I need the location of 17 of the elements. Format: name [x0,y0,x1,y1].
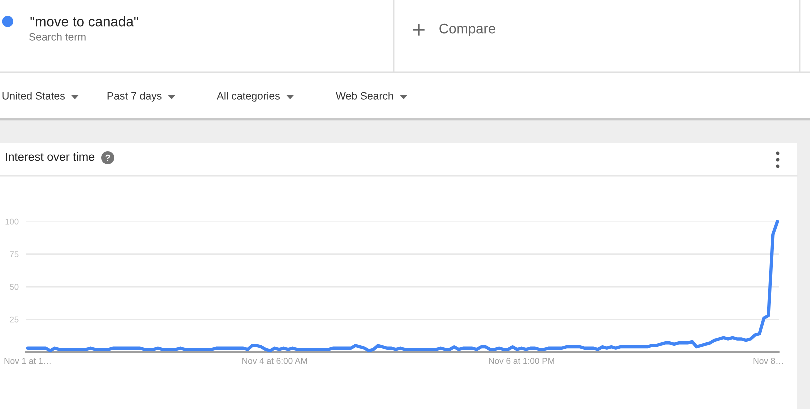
x-tick-label: Nov 6 at 1:00 PM [489,358,554,364]
x-tick-label: Nov 8… [754,358,784,364]
y-tick-label: 75 [10,252,19,258]
legend-label: "move to canada" [30,16,138,27]
text: All categories [217,92,280,102]
y-tick-label: 100 [6,218,19,225]
line-series [26,220,780,353]
text: Search term [29,33,86,41]
text: Compare [440,24,496,36]
text: Web Search [336,92,394,100]
x-tick-label: Nov 1 at 1… [4,358,51,364]
chart-title: Interest over time [6,152,95,162]
text: Past 7 days [108,92,162,102]
y-tick-label: 50 [10,284,19,290]
y-tick-label: 25 [10,316,19,323]
text: United States [2,92,65,100]
x-tick-label: Nov 4 at 6:00 AM [242,358,308,364]
